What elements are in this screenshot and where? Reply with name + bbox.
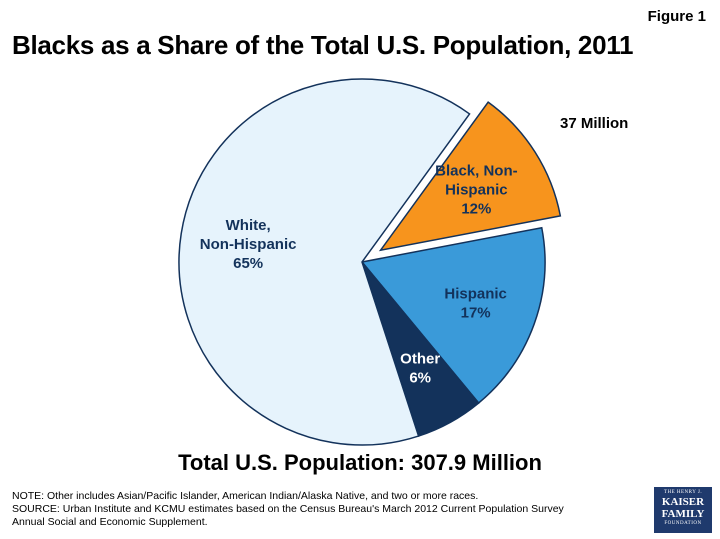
logo-line2: KAISER [661,496,705,508]
chart-title: Blacks as a Share of the Total U.S. Popu… [12,30,634,60]
figure-label: Figure 1 [647,8,706,25]
pie-slice-white-non-hispanic [178,78,471,446]
notes: NOTE: Other includes Asian/Pacific Islan… [12,490,632,529]
slice-label-other: Other 6% [400,350,440,386]
logo-line1: THE HENRY J. [663,490,703,495]
total-population: Total U.S. Population: 307.9 Million [178,450,542,475]
slice-label-white-non-hispanic: White, Non-Hispanic 65% [200,217,297,272]
slice-label-hispanic: Hispanic 17% [444,285,507,321]
note-text: NOTE: Other includes Asian/Pacific Islan… [12,490,479,502]
pie-slice-hispanic [360,226,546,405]
black-population-callout: 37 Million [560,115,629,132]
logo-line3: FAMILY [661,508,705,520]
pie-slice-black-non-hispanic [378,101,562,252]
slice-label-black-non-hispanic: Black, Non-Hispanic 12% [435,162,518,217]
kaiser-family-foundation-logo: THE HENRY J. KAISER FAMILY FOUNDATION [654,487,712,533]
source-text-line2: Annual Social and Economic Supplement. [12,516,208,528]
logo-line4: FOUNDATION [664,521,702,526]
source-text-line1: SOURCE: Urban Institute and KCMU estimat… [12,503,564,515]
